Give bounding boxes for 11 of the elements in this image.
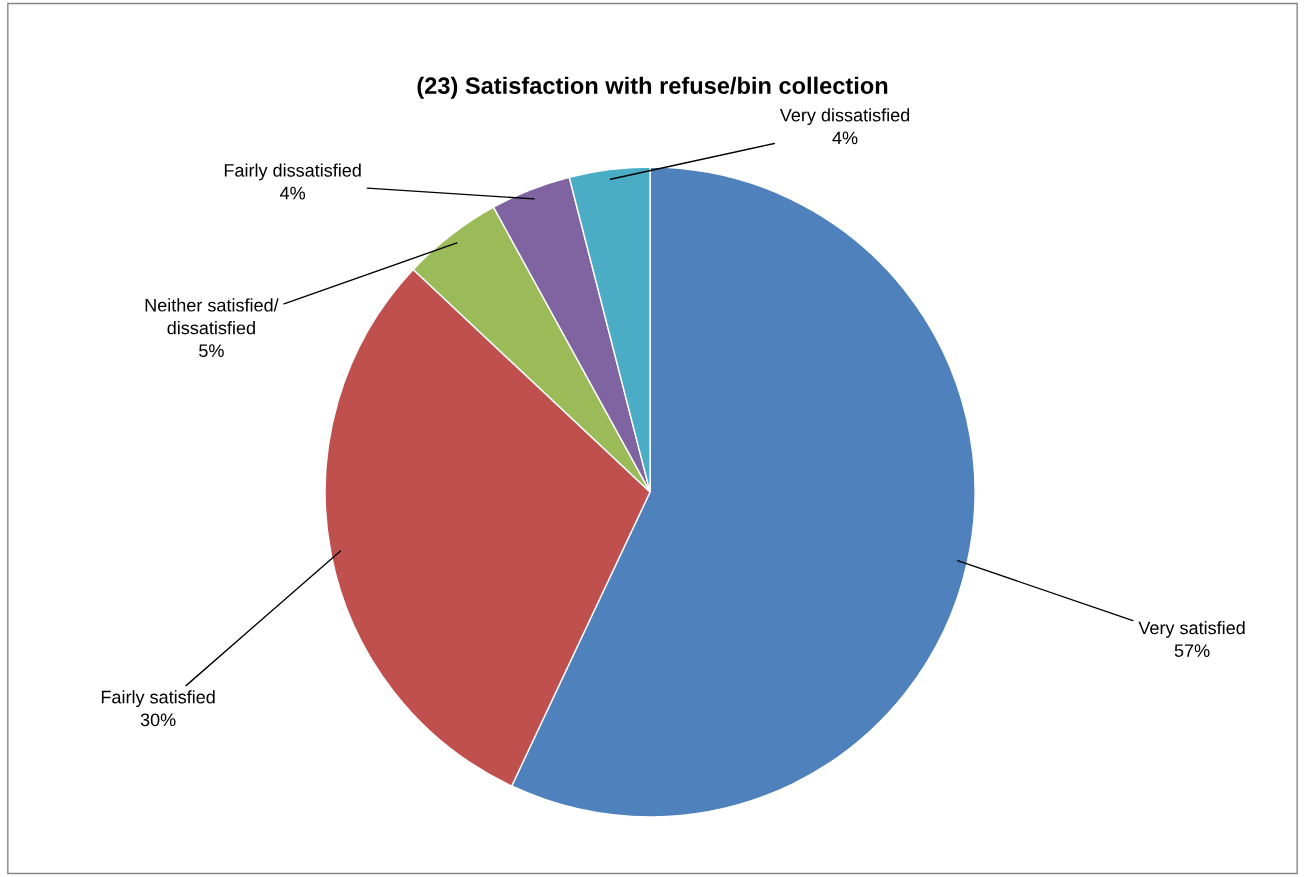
data-label: 57% xyxy=(1174,644,1210,657)
slice-label: Fairly dissatisfied xyxy=(224,163,361,181)
data-label: 5% xyxy=(199,344,224,358)
slice-label: Very satisfied xyxy=(1138,621,1245,638)
slice-label: Fairly satisfied xyxy=(101,690,215,708)
slice-label: Very dissatisfied xyxy=(779,108,910,126)
data-label: 4% xyxy=(280,186,306,200)
data-label: 4% xyxy=(832,131,858,145)
chart-title: (23) Satisfaction with refuse/bin collection xyxy=(417,76,888,99)
data-label: 30% xyxy=(140,713,176,727)
slice-label: Neither satisfied/ dissatisfied xyxy=(145,298,279,335)
